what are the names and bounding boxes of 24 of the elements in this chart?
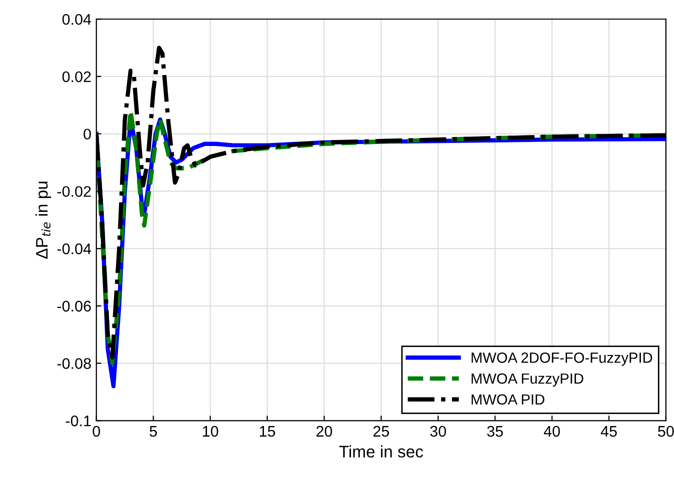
x-tick-label: 30	[430, 426, 446, 437]
x-tick-label: 15	[260, 426, 276, 437]
y-tick-label: -0.02	[57, 186, 91, 197]
x-tick-label: 25	[373, 426, 390, 437]
y-tick-label: -0.1	[66, 416, 91, 426]
x-tick-label: 40	[544, 426, 560, 437]
x-axis-title: Time in sec	[339, 445, 423, 458]
x-tick-label: 50	[658, 426, 674, 437]
y-tick-label: 0.04	[62, 14, 92, 25]
x-tick-label: 0	[92, 426, 100, 437]
y-tick-label: -0.08	[57, 358, 91, 369]
x-tick-label: 45	[600, 426, 617, 437]
y-tick-label: 0.02	[62, 71, 91, 82]
x-tick-label: 10	[202, 426, 218, 437]
x-tick-label: 35	[487, 426, 503, 437]
legend-label: MWOA FuzzyPID	[472, 373, 584, 387]
x-tick-label: 20	[316, 426, 332, 437]
x-tick-label: 5	[150, 426, 157, 437]
y-axis-title: ΔP$_{tie}$ in pu	[35, 182, 52, 259]
legend-label: MWOA 2DOF-FO-FuzzyPID	[472, 352, 652, 366]
y-tick-label: 0	[84, 128, 91, 140]
legend-label: MWOA PID	[472, 394, 544, 405]
y-tick-label: -0.04	[57, 243, 92, 254]
y-tick-label: -0.06	[57, 300, 91, 312]
